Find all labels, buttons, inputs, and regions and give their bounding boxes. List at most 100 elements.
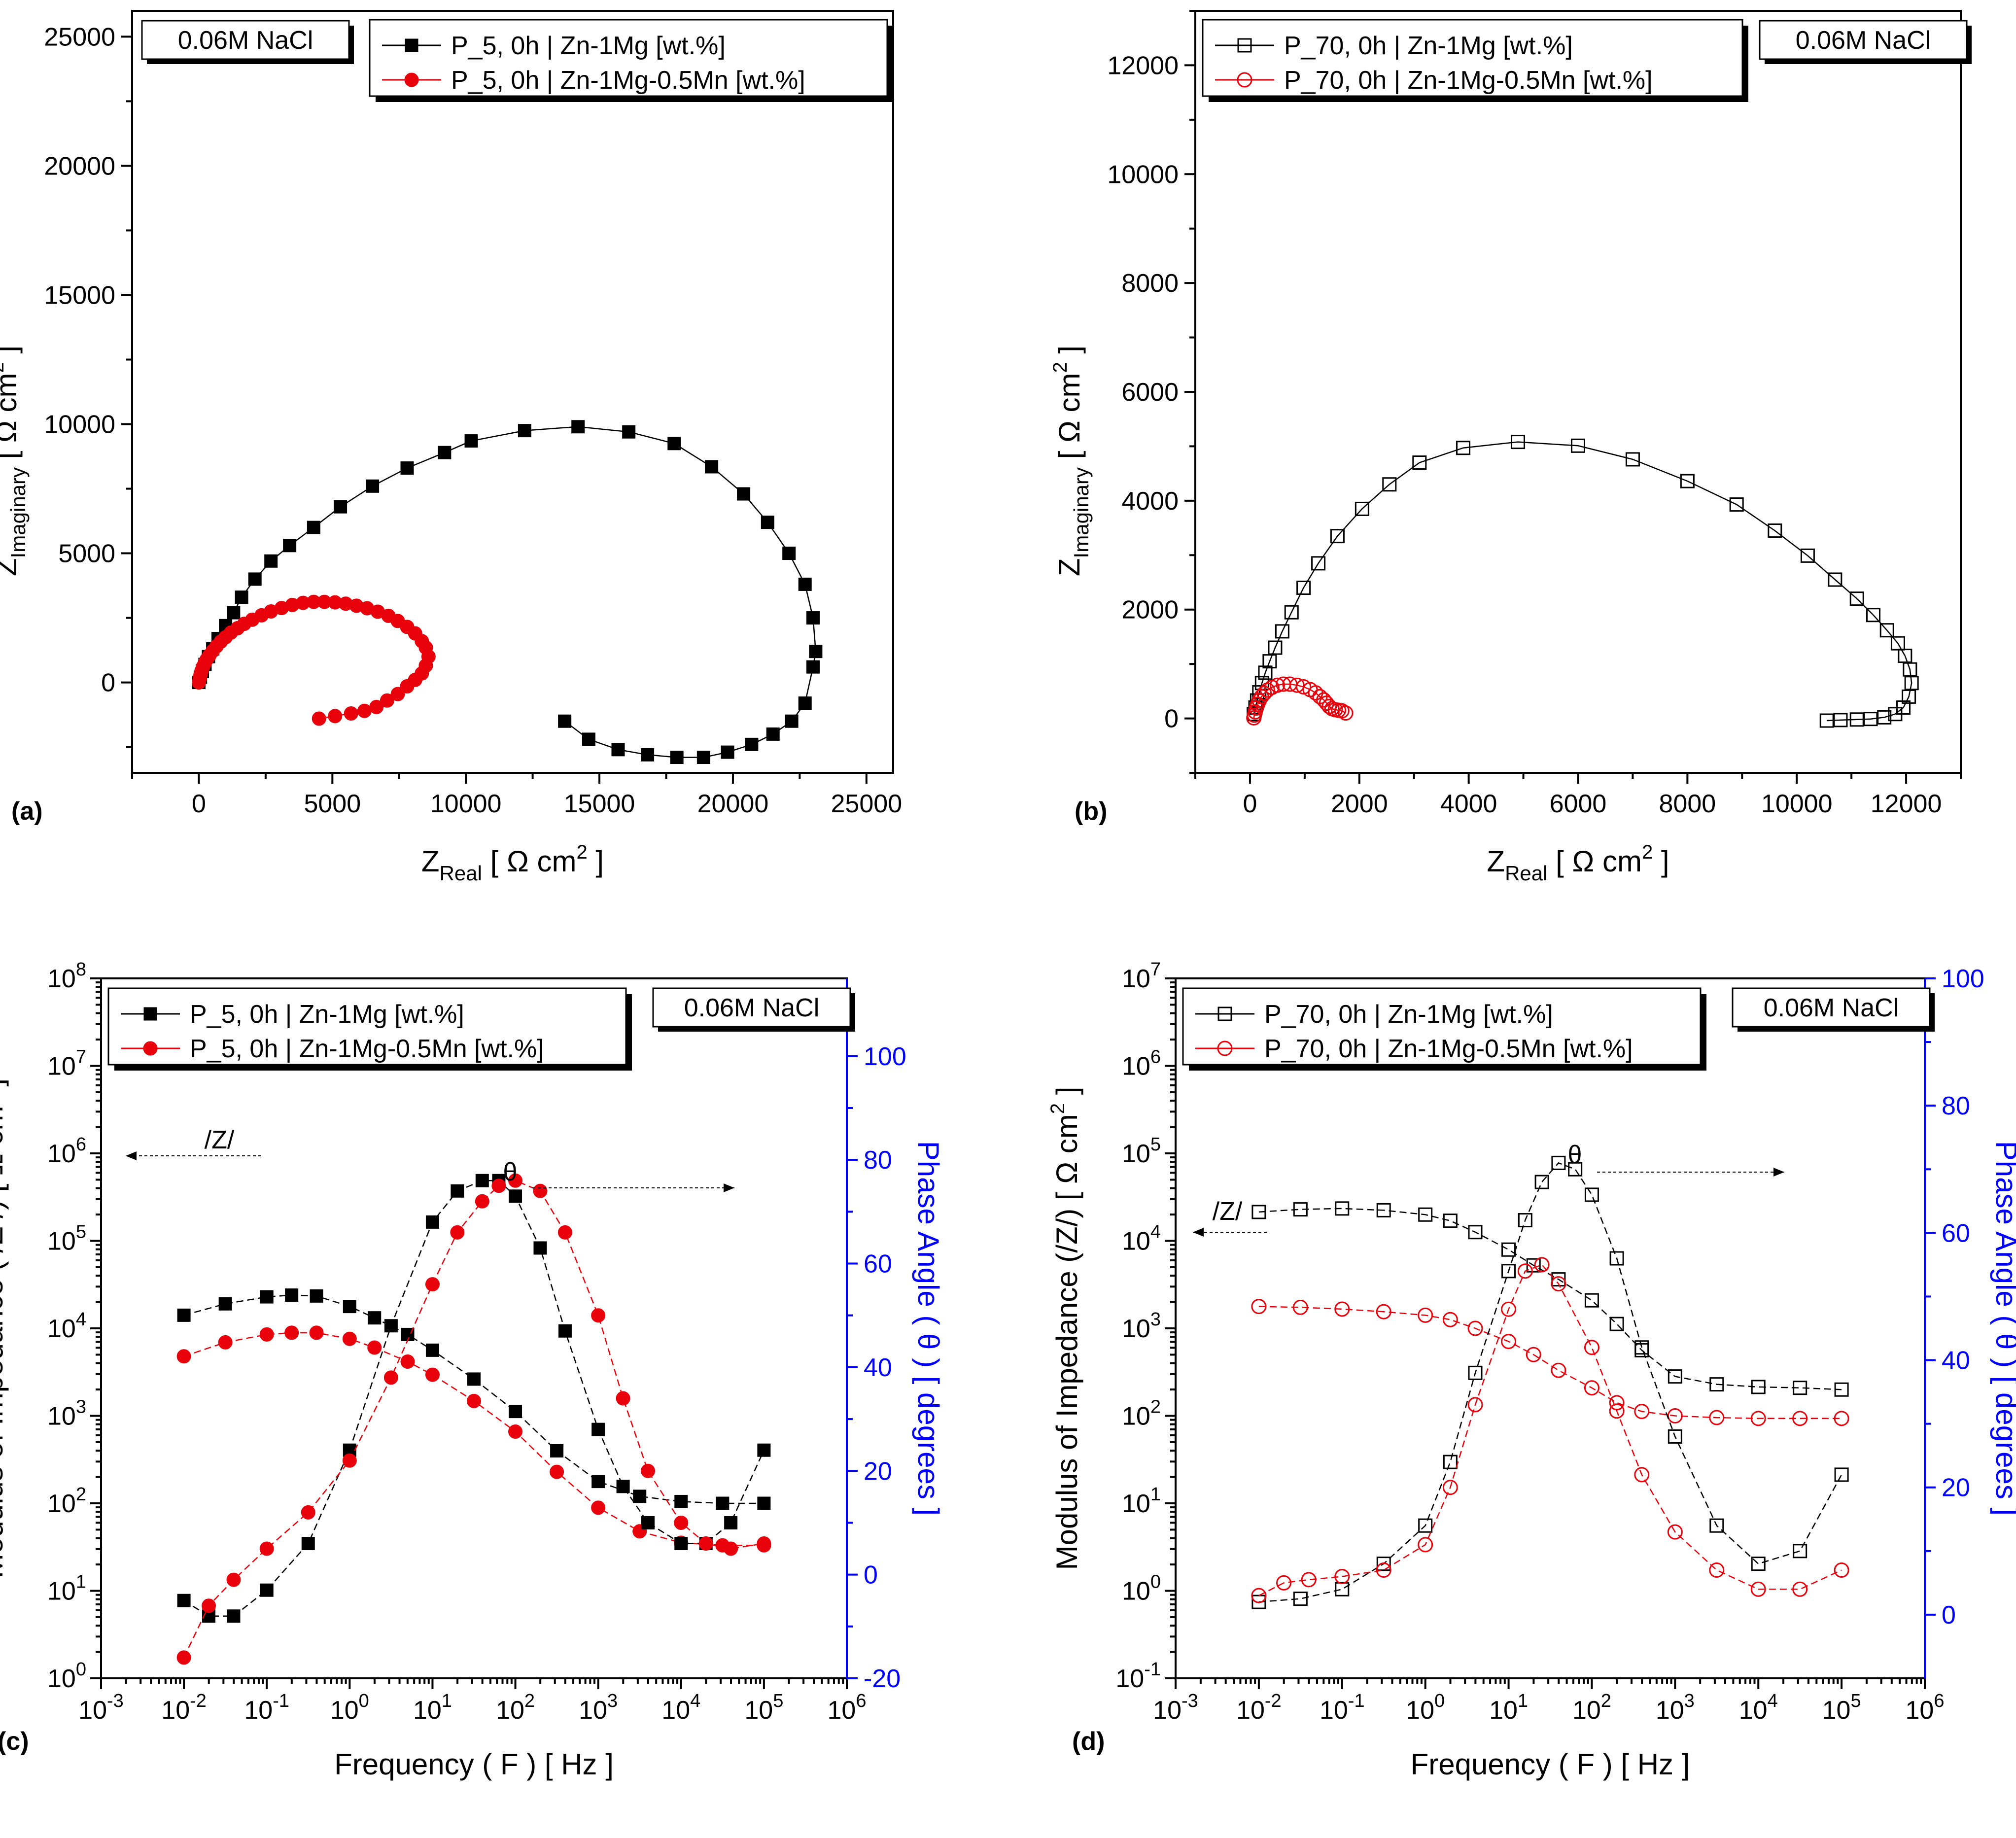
phase-series-1-point-4 — [1376, 1562, 1391, 1578]
panel-c: 10-3 10-2 10-1 100 101 102 103 104 105 1061001011… — [0, 959, 945, 1781]
x-tick-label-exp: 0 — [1434, 1691, 1445, 1711]
series-0-point-18 — [464, 434, 478, 448]
electrolyte-label-box — [141, 20, 350, 60]
y-left-tick-label-base: 10 — [1122, 965, 1150, 993]
phase-series-1-point-9 — [475, 1194, 489, 1209]
series-0-point-31 — [1904, 676, 1919, 691]
y-left-tick-label-exp: -1 — [1144, 1659, 1161, 1680]
phase-series-1-point-8 — [450, 1225, 465, 1240]
electrolyte-label: 0.06M NaCl — [1796, 26, 1931, 55]
y-axis-title-part: Z — [0, 558, 23, 576]
phase-series-1-point-7 — [425, 1277, 440, 1292]
x-tick-label-exp: 2 — [524, 1691, 535, 1711]
phase-series-1-point-1 — [202, 1598, 216, 1613]
y-left-axis-title: Modulus of Impedance ( /Z /) [ Ω cm2 ] — [0, 1078, 9, 1578]
modulus-series-0-point-5 — [343, 1300, 356, 1314]
phase-series-1-point-15 — [616, 1391, 630, 1406]
x-tick-label: 104 — [661, 1691, 700, 1725]
y-left-tick-label-base: 10 — [47, 1052, 76, 1081]
phase-series-1-line — [1258, 1264, 1842, 1596]
y-left-tick-label: 105 — [47, 1222, 86, 1256]
panel-label: (d) — [1072, 1727, 1105, 1756]
series-1-point-44 — [328, 709, 343, 724]
modulus-series-0-point-1 — [1293, 1202, 1308, 1217]
plot-frame — [100, 977, 848, 1679]
panel-a: 0 5000 10000 15000 20000 25000 0 5000 10000 15000… — [0, 10, 903, 885]
y-tick-label: 25000 — [44, 23, 115, 51]
series-0-point-21 — [622, 425, 636, 439]
x-axis-title-part: ] — [1653, 845, 1669, 878]
y-left-tick-label-base: 10 — [47, 1227, 76, 1256]
phase-series-0-point-16 — [1709, 1518, 1724, 1533]
series-0-point-23 — [1800, 548, 1815, 563]
phase-series-0-point-19 — [1834, 1467, 1849, 1482]
y-left-tick-label-base: 10 — [47, 1665, 76, 1693]
series-0-point-22 — [667, 437, 681, 451]
y-left-tick-label-exp: 2 — [76, 1484, 86, 1505]
x-axis-title: Frequency ( F ) [ Hz ] — [334, 1748, 614, 1781]
phase-series-1-point-4 — [301, 1505, 315, 1520]
phase-series-0-point-9 — [1534, 1175, 1549, 1189]
x-tick-label: 2000 — [1331, 790, 1388, 818]
legend-swatch-marker-1 — [1217, 1040, 1233, 1056]
x-tick-label: 10-3 — [78, 1691, 124, 1725]
legend-entry-0: P_70, 0h | Zn-1Mg [wt.%] — [1264, 1000, 1553, 1029]
x-tick-label-exp: 1 — [442, 1691, 452, 1711]
series-0-point-5 — [1258, 665, 1273, 680]
modulus-series-0-point-6 — [368, 1311, 382, 1325]
annotation-modulus-arrowhead — [1193, 1228, 1204, 1237]
y-right-tick-label: -20 — [864, 1665, 901, 1693]
series-0-point-13 — [307, 520, 320, 534]
x-tick-label-exp: 0 — [359, 1691, 369, 1711]
x-tick-label: 10-3 — [1153, 1691, 1198, 1725]
y-axis-title-part: ] — [0, 346, 23, 362]
y-tick-label: 20000 — [44, 152, 115, 180]
y-axis-title-part: [ Ω cm — [1053, 373, 1086, 468]
y-left-tick-label: 100 — [1122, 1572, 1161, 1606]
modulus-series-1-line — [1258, 1306, 1842, 1420]
y-left-tick-label: 106 — [47, 1134, 86, 1168]
x-axis-title-part: [ Ω cm — [1547, 845, 1642, 878]
x-tick-label: 25000 — [831, 790, 903, 818]
y-left-tick-label: 101 — [47, 1572, 86, 1606]
series-0-point-20 — [571, 420, 585, 434]
y-left-tick-label: 104 — [47, 1309, 86, 1343]
modulus-series-1-line — [183, 1332, 764, 1546]
y-left-tick-label-exp: 1 — [76, 1572, 86, 1593]
phase-series-1-point-19 — [724, 1541, 738, 1556]
series-0-point-28 — [806, 611, 820, 625]
y-axis-title-part: 2 — [0, 362, 8, 373]
phase-series-0-point-7 — [1501, 1264, 1516, 1279]
electrolyte-label: 0.06M NaCl — [684, 994, 820, 1022]
x-tick-label: 101 — [413, 1691, 452, 1725]
modulus-series-1-point-8 — [425, 1367, 440, 1382]
y-left-tick-label: 104 — [1122, 1222, 1161, 1256]
phase-series-0-point-7 — [425, 1215, 439, 1229]
phase-series-1-point-10 — [1534, 1257, 1550, 1273]
y-left-axis-title-close: ] — [1050, 1087, 1083, 1103]
series-0-point-19 — [1625, 452, 1640, 467]
y-right-tick-label: 40 — [864, 1353, 892, 1382]
series-0-point-24 — [737, 487, 751, 501]
series-0-point-8 — [1275, 624, 1289, 639]
modulus-series-1-point-12 — [1634, 1404, 1650, 1420]
electrolyte-label-box — [1732, 987, 1931, 1028]
series-0-point-39 — [611, 743, 625, 757]
x-tick-label-base: 10 — [1153, 1696, 1182, 1725]
phase-series-0-point-10 — [1551, 1155, 1566, 1170]
phase-series-0-point-17 — [674, 1537, 688, 1551]
y-left-tick-label: 103 — [47, 1397, 86, 1431]
x-tick-label-exp: 4 — [690, 1691, 700, 1711]
y-left-tick-label-base: 10 — [47, 1315, 76, 1343]
phase-series-1-point-16 — [641, 1463, 656, 1478]
phase-series-0-point-12 — [1584, 1187, 1599, 1202]
phase-series-0-point-20 — [757, 1443, 771, 1457]
modulus-series-1-point-6 — [1467, 1320, 1483, 1336]
series-0-point-9 — [235, 590, 248, 604]
modulus-series-1-point-4 — [1418, 1307, 1433, 1323]
series-0-point-24 — [1828, 572, 1842, 587]
phase-series-1-point-10 — [491, 1179, 506, 1193]
x-axis-title-part: ] — [588, 845, 604, 878]
modulus-series-1-point-15 — [1750, 1411, 1766, 1426]
y-left-tick-label-exp: 7 — [1150, 959, 1161, 980]
